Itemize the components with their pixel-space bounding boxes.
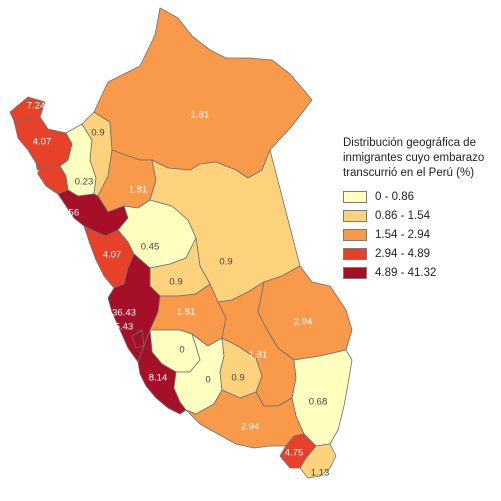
legend-label-class-3: 1.54 - 2.94 (375, 228, 430, 241)
region-loreto (93, 7, 313, 179)
legend-title: Distribución geográfica de inmigrantes c… (343, 136, 501, 181)
region-value-label-arequipa: 2.94 (241, 422, 260, 433)
region-value-label-madre-de-dios: 2.94 (294, 317, 313, 328)
region-value-label-junin: 1.81 (177, 307, 196, 318)
region-value-label-callao: 5.43 (115, 322, 134, 333)
region-value-label-lambayeque: 4.07 (21, 169, 40, 180)
region-value-label-piura: 4.07 (33, 137, 52, 148)
region-value-label-huancavelica: 0 (179, 345, 184, 356)
region-value-label-tacna: 1.13 (311, 468, 330, 479)
legend-title-line-1: Distribución geográfica de (343, 137, 476, 149)
legend-title-line-2: inmigrantes cuyo embarazo (343, 152, 485, 164)
legend-item-class-5: 4.89 - 41.32 (343, 263, 501, 282)
region-arequipa (185, 389, 305, 449)
region-value-label-san-martin: 1.81 (129, 185, 148, 196)
region-value-label-la-libertad: 6.56 (61, 208, 80, 219)
legend-item-class-3: 1.54 - 2.94 (343, 225, 501, 244)
region-value-label-tumbes: 7.24 (27, 101, 46, 112)
legend-label-class-1: 0 - 0.86 (375, 190, 414, 203)
region-tacna (299, 443, 337, 479)
legend-label-class-5: 4.89 - 41.32 (375, 266, 437, 279)
region-value-label-ayacucho: 0 (205, 375, 210, 386)
region-value-label-amazonas: 0.9 (91, 128, 104, 139)
region-value-label-pasco: 0.9 (169, 277, 182, 288)
legend-swatch-class-1 (343, 190, 367, 203)
legend-title-line-3: transcurrió en el Perú (%) (343, 167, 475, 179)
region-value-label-ancash: 4.07 (103, 250, 122, 261)
legend-label-class-2: 0.86 - 1.54 (375, 209, 430, 222)
region-value-label-huanuco: 0.45 (141, 242, 160, 253)
region-value-label-ica: 8.14 (149, 373, 168, 384)
region-value-label-puno: 0.68 (309, 397, 328, 408)
legend-item-class-2: 0.86 - 1.54 (343, 206, 501, 225)
region-value-label-apurimac: 0.9 (231, 373, 244, 384)
legend-swatch-class-5 (343, 266, 367, 279)
legend-label-class-4: 2.94 - 4.89 (375, 247, 430, 260)
region-value-label-lima: 36.43 (112, 308, 136, 319)
legend-item-class-4: 2.94 - 4.89 (343, 244, 501, 263)
region-value-label-ucayali: 0.9 (219, 257, 232, 268)
region-value-label-moquegua: 4.75 (285, 448, 304, 459)
region-value-label-cajamarca: 0.23 (75, 177, 94, 188)
legend-swatch-class-3 (343, 228, 367, 241)
legend-item-class-1: 0 - 0.86 (343, 187, 501, 206)
map-legend: Distribución geográfica de inmigrantes c… (343, 136, 501, 282)
legend-swatch-class-4 (343, 247, 367, 260)
legend-swatch-class-2 (343, 209, 367, 222)
region-value-label-loreto: 1.81 (191, 110, 210, 121)
region-value-label-cusco: 1.81 (249, 350, 268, 361)
